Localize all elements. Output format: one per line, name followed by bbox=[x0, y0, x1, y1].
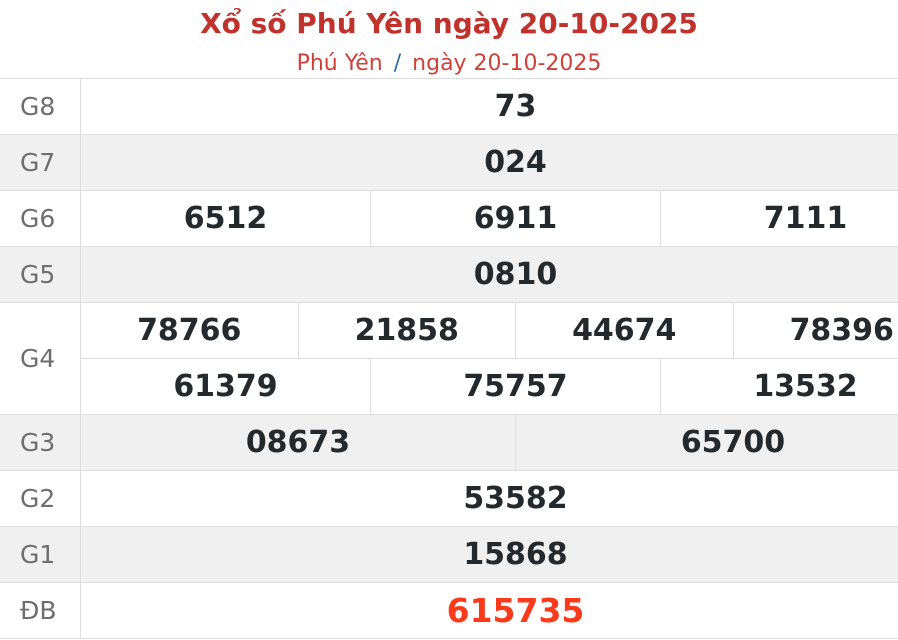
breadcrumb-region-link[interactable]: Phú Yên bbox=[296, 51, 383, 76]
prize-number-g5: 0810 bbox=[473, 257, 558, 292]
prize-label-g1: G1 bbox=[0, 527, 81, 582]
prize-number-g6-2: 6911 bbox=[371, 191, 661, 246]
lottery-results-table: G8 73 G7 024 G6 6512 6911 7111 G5 0810 G… bbox=[0, 78, 898, 639]
prize-label-g7: G7 bbox=[0, 135, 81, 190]
prize-label-g3: G3 bbox=[0, 415, 81, 470]
prize-row-g2: G2 53582 bbox=[0, 471, 898, 527]
prize-number-g4-3: 44674 bbox=[516, 303, 734, 358]
prize-label-g5: G5 bbox=[0, 247, 81, 302]
prize-number-g6-3: 7111 bbox=[763, 201, 848, 236]
prize-number-g3-2: 65700 bbox=[680, 425, 786, 460]
breadcrumb-date-link[interactable]: ngày 20-10-2025 bbox=[412, 51, 602, 76]
page-header: Xổ số Phú Yên ngày 20-10-2025 Phú Yên / … bbox=[0, 0, 898, 78]
prize-row-g4: G4 78766 21858 44674 78396 61379 75757 1… bbox=[0, 303, 898, 415]
prize-row-g8: G8 73 bbox=[0, 79, 898, 135]
prize-number-g4-7: 13532 bbox=[753, 369, 858, 404]
prize-number-g7: 024 bbox=[484, 145, 547, 180]
prize-number-g4-4: 78396 bbox=[789, 313, 894, 348]
prize-number-g4-6: 75757 bbox=[371, 359, 661, 414]
prize-label-g4: G4 bbox=[0, 303, 81, 414]
prize-number-g8: 73 bbox=[494, 89, 537, 124]
prize-label-g8: G8 bbox=[0, 79, 81, 134]
prize-row-g6: G6 6512 6911 7111 bbox=[0, 191, 898, 247]
prize-row-g7: G7 024 bbox=[0, 135, 898, 191]
prize-number-g4-1: 78766 bbox=[81, 303, 299, 358]
prize-label-g2: G2 bbox=[0, 471, 81, 526]
prize-number-g6-1: 6512 bbox=[81, 191, 371, 246]
prize-row-g1: G1 15868 bbox=[0, 527, 898, 583]
prize-row-db: ĐB 615735 bbox=[0, 583, 898, 639]
prize-number-special: 615735 bbox=[446, 591, 585, 630]
prize-number-g1: 15868 bbox=[463, 537, 568, 572]
prize-row-g5: G5 0810 bbox=[0, 247, 898, 303]
breadcrumb-separator: / bbox=[393, 51, 402, 76]
page-title: Xổ số Phú Yên ngày 20-10-2025 bbox=[200, 7, 698, 40]
prize-number-g4-5: 61379 bbox=[81, 359, 371, 414]
prize-number-g2: 53582 bbox=[463, 481, 568, 516]
prize-number-g3-1: 08673 bbox=[81, 415, 516, 470]
breadcrumb: Phú Yên / ngày 20-10-2025 bbox=[0, 50, 898, 78]
prize-number-g4-2: 21858 bbox=[299, 303, 516, 358]
prize-label-db: ĐB bbox=[0, 583, 81, 638]
prize-row-g3: G3 08673 65700 bbox=[0, 415, 898, 471]
prize-label-g6: G6 bbox=[0, 191, 81, 246]
